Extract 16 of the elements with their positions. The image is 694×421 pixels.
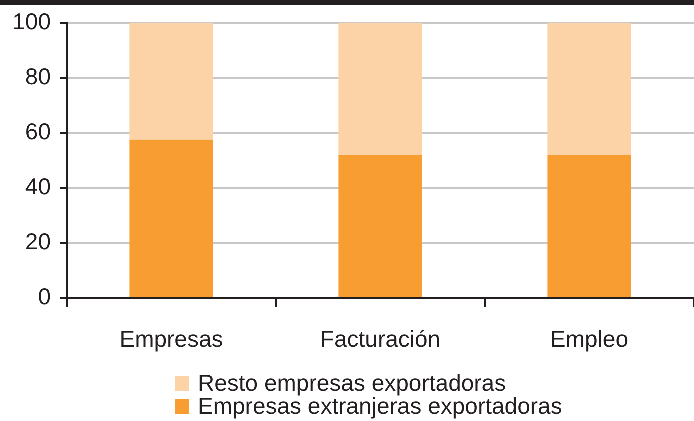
y-tick-label: 60 xyxy=(25,118,51,144)
x-tick-label: Empresas xyxy=(120,326,224,352)
bar xyxy=(338,155,422,297)
bar xyxy=(338,23,422,155)
bar xyxy=(130,23,214,140)
bar xyxy=(130,140,214,297)
y-tick-label: 0 xyxy=(38,283,51,310)
x-tick-label: Empleo xyxy=(550,326,628,352)
bar xyxy=(548,155,632,297)
bar xyxy=(548,23,632,155)
y-tick-label: 100 xyxy=(12,8,51,34)
y-tick-label: 40 xyxy=(25,173,51,200)
x-tick-label: Facturación xyxy=(320,326,441,352)
legend-label: Resto empresas exportadoras xyxy=(198,370,506,396)
y-tick-label: 20 xyxy=(25,228,51,254)
y-tick-label: 80 xyxy=(25,63,51,90)
